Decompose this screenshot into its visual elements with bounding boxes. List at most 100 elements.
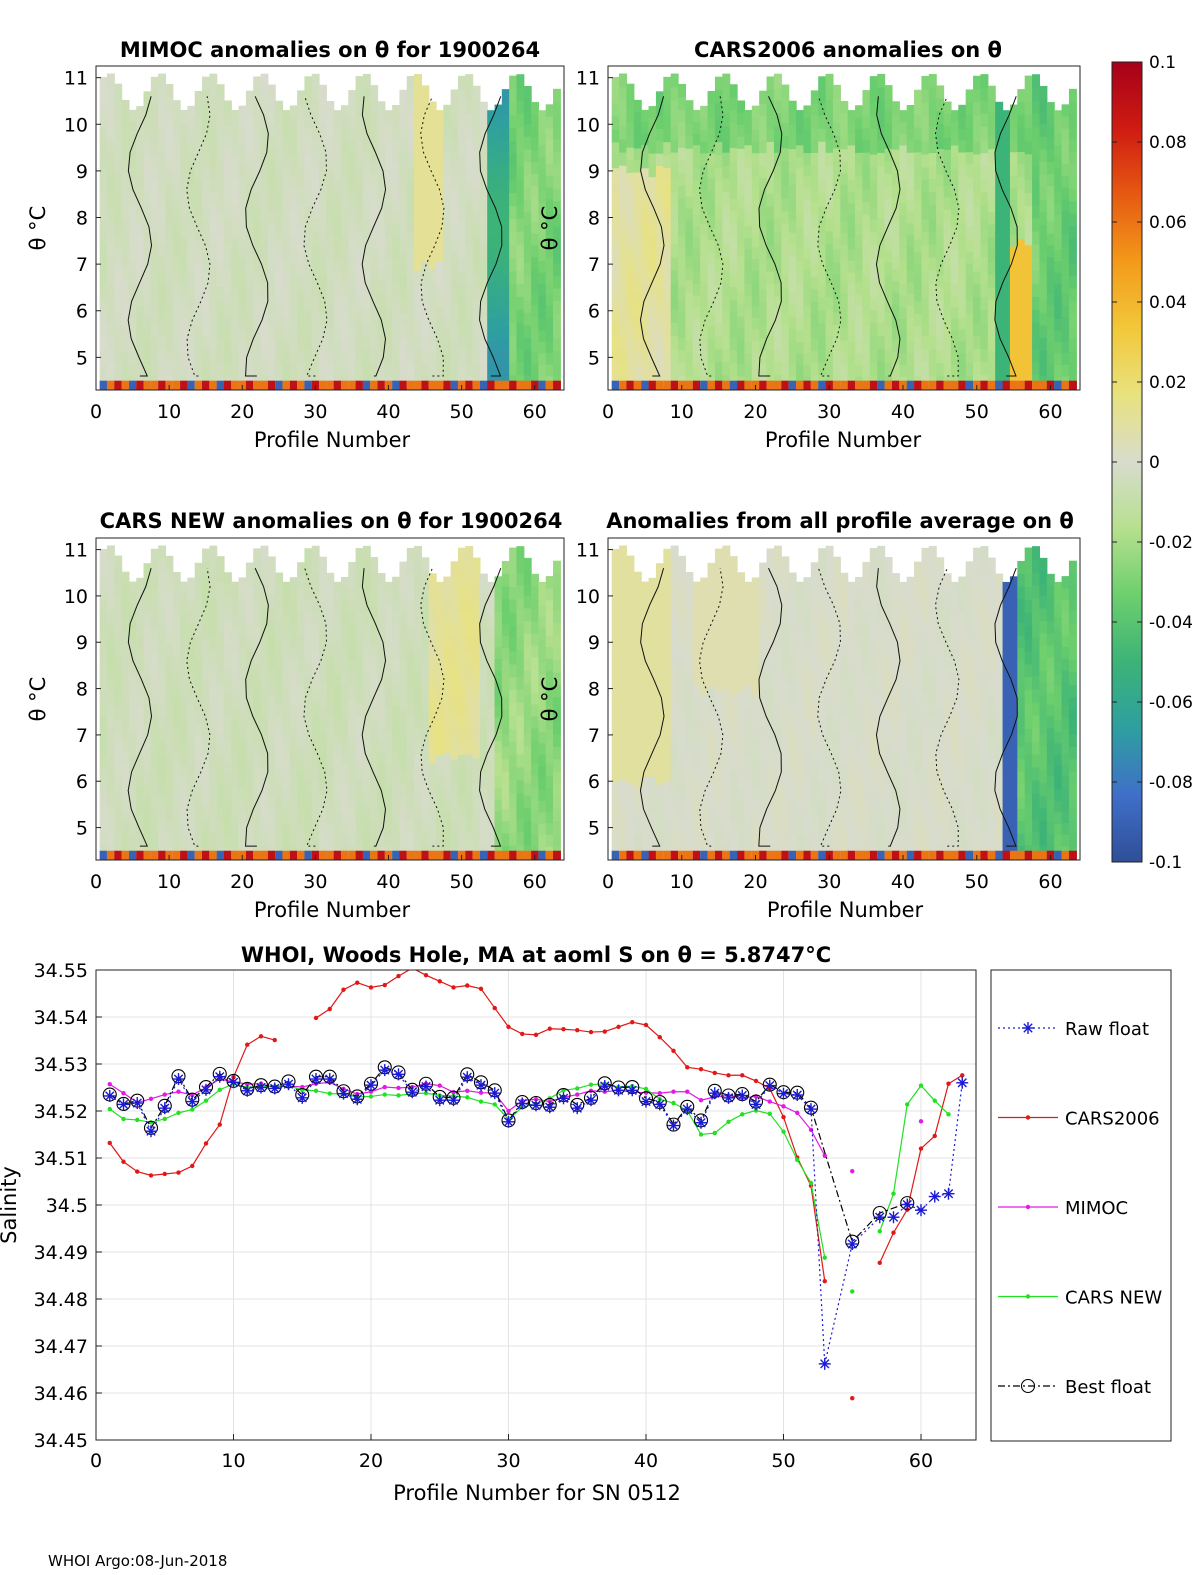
- heatmap-cell: [877, 86, 886, 101]
- heatmap-frame: [607, 65, 1081, 391]
- heatmap-cell: [928, 230, 937, 245]
- heatmap-cell: [825, 113, 834, 127]
- heatmap-cell: [172, 595, 181, 609]
- heatmap-cell: [479, 340, 488, 353]
- heatmap-cell: [465, 546, 474, 560]
- heatmap-cell: [311, 740, 320, 755]
- heatmap-cell: [340, 693, 349, 707]
- heatmap-cell: [457, 638, 466, 652]
- heatmap-cell: [121, 327, 130, 341]
- heatmap-cell: [253, 574, 262, 588]
- heatmap-cell: [472, 782, 481, 796]
- heatmap-cell: [436, 731, 444, 744]
- heatmap-cell: [340, 187, 349, 200]
- heatmap-cell: [114, 593, 123, 607]
- heatmap-cell: [238, 822, 247, 835]
- heatmap-cell: [275, 572, 284, 585]
- heatmap-cell: [648, 258, 657, 271]
- heatmap-cell: [128, 306, 137, 319]
- heatmap-cell: [516, 152, 525, 167]
- heatmap-cell: [260, 571, 269, 586]
- heatmap-cell: [267, 794, 276, 809]
- heatmap-cell: [751, 364, 760, 377]
- heatmap-cell: [194, 362, 203, 376]
- heatmap-cell: [348, 102, 357, 116]
- heatmap-cell: [165, 807, 174, 821]
- heatmap-cell: [267, 644, 276, 658]
- heatmap-cell: [223, 351, 232, 365]
- heatmap-cell: [729, 299, 738, 313]
- heatmap-cell: [899, 144, 908, 157]
- heatmap-cell: [143, 350, 152, 364]
- heatmap-cell: [187, 589, 196, 602]
- heatmap-cell: [362, 636, 371, 651]
- heatmap-cell: [319, 185, 327, 199]
- heatmap-cell: [487, 696, 496, 709]
- heatmap-cell: [906, 258, 915, 271]
- heatmap-cell: [538, 834, 547, 847]
- heatmap-cell: [392, 269, 401, 283]
- heatmap-cell: [399, 820, 408, 834]
- heatmap-cell: [267, 568, 276, 583]
- heatmap-cell: [150, 677, 159, 691]
- heatmap-cell: [143, 710, 152, 724]
- heatmap-cell: [936, 261, 945, 275]
- heatmap-cell: [545, 293, 554, 306]
- heatmap-cell: [384, 800, 393, 813]
- heatmap-cell: [421, 682, 430, 696]
- heatmap-cell: [180, 202, 189, 215]
- heatmap-cell: [348, 114, 357, 128]
- heatmap-cell: [238, 246, 247, 260]
- heatmap-column: [253, 548, 262, 860]
- heatmap-cell: [275, 810, 284, 823]
- heatmap-cell: [428, 101, 437, 115]
- heatmap-cell: [333, 650, 342, 663]
- heatmap-cell: [692, 329, 701, 342]
- heatmap-cell: [509, 231, 518, 246]
- heatmap-cell: [128, 167, 137, 180]
- heatmap-cell: [260, 649, 269, 664]
- heatmap-cell: [494, 316, 503, 330]
- heatmap-cell: [869, 205, 878, 220]
- heatmap-cell: [980, 361, 989, 376]
- heatmap-cell: [114, 380, 123, 390]
- heatmap-cell: [414, 380, 423, 390]
- heatmap-cell: [106, 753, 115, 768]
- heatmap-cell: [494, 646, 503, 659]
- heatmap-column: [143, 91, 152, 390]
- heatmap-cell: [457, 818, 466, 833]
- heatmap-cell: [501, 362, 510, 376]
- heatmap-cell: [114, 286, 123, 300]
- heatmap-cell: [869, 179, 878, 194]
- heatmap-cell: [545, 658, 554, 671]
- heatmap-cell: [362, 701, 371, 716]
- heatmap-cell: [487, 765, 496, 778]
- heatmap-cell: [663, 141, 672, 156]
- heatmap-cell: [648, 340, 657, 354]
- heatmap-cell: [943, 173, 952, 186]
- heatmap-cell: [297, 759, 306, 773]
- heatmap-cell: [392, 281, 401, 295]
- heatmap-cell: [238, 305, 247, 318]
- heatmap-cell: [150, 180, 159, 195]
- heatmap-cell: [362, 348, 371, 363]
- heatmap-cell: [333, 662, 342, 675]
- heatmap-cell: [245, 685, 254, 699]
- heatmap-cell: [921, 322, 930, 337]
- heatmap-cell: [655, 214, 664, 228]
- heatmap-cell: [406, 309, 415, 324]
- heatmap-cell: [950, 225, 959, 238]
- heatmap-cell: [143, 599, 152, 613]
- heatmap-cell: [626, 324, 635, 338]
- heatmap-cell: [223, 655, 232, 668]
- heatmap-cell: [231, 616, 240, 629]
- heatmap-cell: [443, 810, 452, 824]
- heatmap-cell: [545, 716, 554, 730]
- heatmap-cell: [958, 364, 967, 377]
- heatmap-cell: [319, 380, 327, 390]
- heatmap-cell: [377, 715, 386, 728]
- heatmap-cell: [450, 561, 459, 575]
- heatmap-cell: [319, 286, 327, 300]
- heatmap-cell: [436, 144, 444, 158]
- heatmap-cell: [457, 179, 466, 194]
